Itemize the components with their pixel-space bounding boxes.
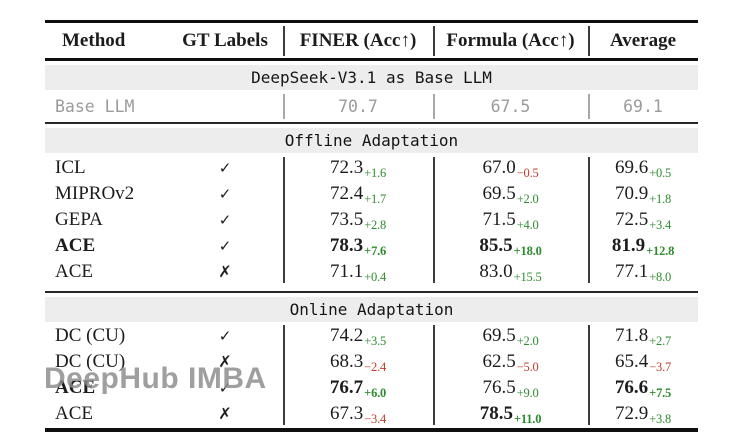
- table-bottom-rule: [45, 428, 698, 432]
- method-cell: DC (CU): [55, 351, 126, 372]
- finer-cell: 71.1+0.4: [329, 261, 387, 284]
- base-llm-row: Base LLM 70.7 67.5 69.1: [45, 92, 698, 121]
- finer-cell: 72.3+1.6: [329, 157, 387, 180]
- method-cell: MIPROv2: [55, 183, 135, 204]
- column-divider: [588, 94, 590, 119]
- gt-cross-icon: ✗: [218, 404, 232, 423]
- average-cell: 65.4−3.7: [614, 351, 672, 374]
- average-cell: 81.9+12.8: [611, 235, 675, 258]
- column-divider: [433, 325, 435, 425]
- average-cell: 72.5+3.4: [614, 209, 672, 232]
- gt-check-icon: ✓: [218, 159, 232, 177]
- gt-check-icon: ✓: [218, 211, 232, 229]
- table-row: ACE ✗ 67.3−3.4 78.5+11.0 72.9+3.8: [45, 401, 698, 427]
- method-cell: ACE: [55, 261, 93, 282]
- section-band-base-llm: DeepSeek-V3.1 as Base LLM: [45, 65, 698, 90]
- method-cell: ACE: [55, 235, 96, 256]
- table-row: GEPA ✓ 73.5+2.8 71.5+4.0 72.5+3.4: [45, 207, 698, 233]
- average-cell: 72.9+3.8: [614, 403, 672, 426]
- gt-cross-icon: ✗: [218, 262, 232, 281]
- average-cell: 76.6+7.5: [614, 377, 672, 400]
- column-header-formula: Formula (Acc↑): [446, 30, 575, 51]
- gt-check-icon: ✓: [218, 237, 232, 255]
- table-top-rule: [45, 20, 698, 23]
- finer-cell: 72.4+1.7: [329, 183, 387, 206]
- table-row: ACE ✗ 71.1+0.4 83.0+15.5 77.1+8.0: [45, 259, 698, 285]
- column-divider: [588, 26, 590, 56]
- column-divider: [283, 157, 285, 283]
- table-row: ICL ✓ 72.3+1.6 67.0−0.5 69.6+0.5: [45, 155, 698, 181]
- formula-cell: 69.5+2.0: [482, 325, 539, 348]
- method-cell: DC (CU): [55, 325, 126, 346]
- average-cell: 70.9+1.8: [614, 183, 672, 206]
- finer-cell: 70.7: [338, 97, 378, 116]
- table-row: DC (CU) ✓ 74.2+3.5 69.5+2.0 71.8+2.7: [45, 323, 698, 349]
- formula-cell: 69.5+2.0: [482, 183, 539, 206]
- column-divider: [283, 94, 285, 119]
- section-rule: [45, 291, 698, 293]
- column-divider: [588, 325, 590, 425]
- table-row: MIPROv2 ✓ 72.4+1.7 69.5+2.0 70.9+1.8: [45, 181, 698, 207]
- finer-cell: 67.3−3.4: [329, 403, 387, 426]
- table-row: DC (CU) ✗ 68.3−2.4 62.5−5.0 65.4−3.7: [45, 349, 698, 375]
- average-cell: 69.1: [623, 97, 663, 116]
- method-cell: GEPA: [55, 209, 103, 230]
- column-divider: [433, 157, 435, 283]
- finer-cell: 73.5+2.8: [329, 209, 387, 232]
- column-header-average: Average: [609, 30, 677, 51]
- finer-cell: 74.2+3.5: [329, 325, 387, 348]
- offline-rows: ICL ✓ 72.3+1.6 67.0−0.5 69.6+0.5 MIPROv2…: [45, 155, 698, 285]
- average-cell: 71.8+2.7: [614, 325, 672, 348]
- column-header-method: Method: [62, 30, 126, 51]
- section-rule: [45, 122, 698, 124]
- online-rows: DC (CU) ✓ 74.2+3.5 69.5+2.0 71.8+2.7 DC …: [45, 323, 698, 427]
- column-divider: [433, 26, 435, 56]
- header-bottom-rule: [45, 58, 698, 61]
- column-header-gt-labels: GT Labels: [182, 30, 268, 51]
- gt-check-icon: ✓: [218, 327, 232, 345]
- method-cell: Base LLM: [55, 97, 135, 116]
- column-divider: [588, 157, 590, 283]
- formula-cell: 71.5+4.0: [482, 209, 539, 232]
- formula-cell: 78.5+11.0: [479, 403, 542, 426]
- table-row: ACE ✓ 76.7+6.0 76.5+9.0 76.6+7.5: [45, 375, 698, 401]
- formula-cell: 76.5+9.0: [482, 377, 539, 400]
- finer-cell: 78.3+7.6: [329, 235, 387, 258]
- finer-cell: 68.3−2.4: [329, 351, 387, 374]
- table-header-row: Method GT Labels FINER (Acc↑) Formula (A…: [45, 24, 698, 58]
- column-divider: [283, 26, 285, 56]
- average-cell: 77.1+8.0: [614, 261, 672, 284]
- method-cell: ACE: [55, 377, 96, 398]
- formula-cell: 62.5−5.0: [482, 351, 539, 374]
- gt-check-icon: ✓: [218, 379, 232, 397]
- method-cell: ICL: [55, 157, 86, 178]
- column-divider: [283, 325, 285, 425]
- formula-cell: 85.5+18.0: [479, 235, 542, 258]
- average-cell: 69.6+0.5: [614, 157, 672, 180]
- formula-cell: 67.0−0.5: [482, 157, 539, 180]
- section-band-offline: Offline Adaptation: [45, 128, 698, 153]
- column-divider: [433, 94, 435, 119]
- gt-check-icon: ✓: [218, 185, 232, 203]
- method-cell: ACE: [55, 403, 93, 424]
- finer-cell: 76.7+6.0: [329, 377, 387, 400]
- watermark: DeepHub IMBA: [44, 362, 267, 395]
- table-row: ACE ✓ 78.3+7.6 85.5+18.0 81.9+12.8: [45, 233, 698, 259]
- section-band-online: Online Adaptation: [45, 297, 698, 322]
- gt-cross-icon: ✗: [218, 352, 232, 371]
- formula-cell: 67.5: [490, 97, 531, 116]
- column-header-finer: FINER (Acc↑): [299, 30, 417, 51]
- formula-cell: 83.0+15.5: [479, 261, 542, 284]
